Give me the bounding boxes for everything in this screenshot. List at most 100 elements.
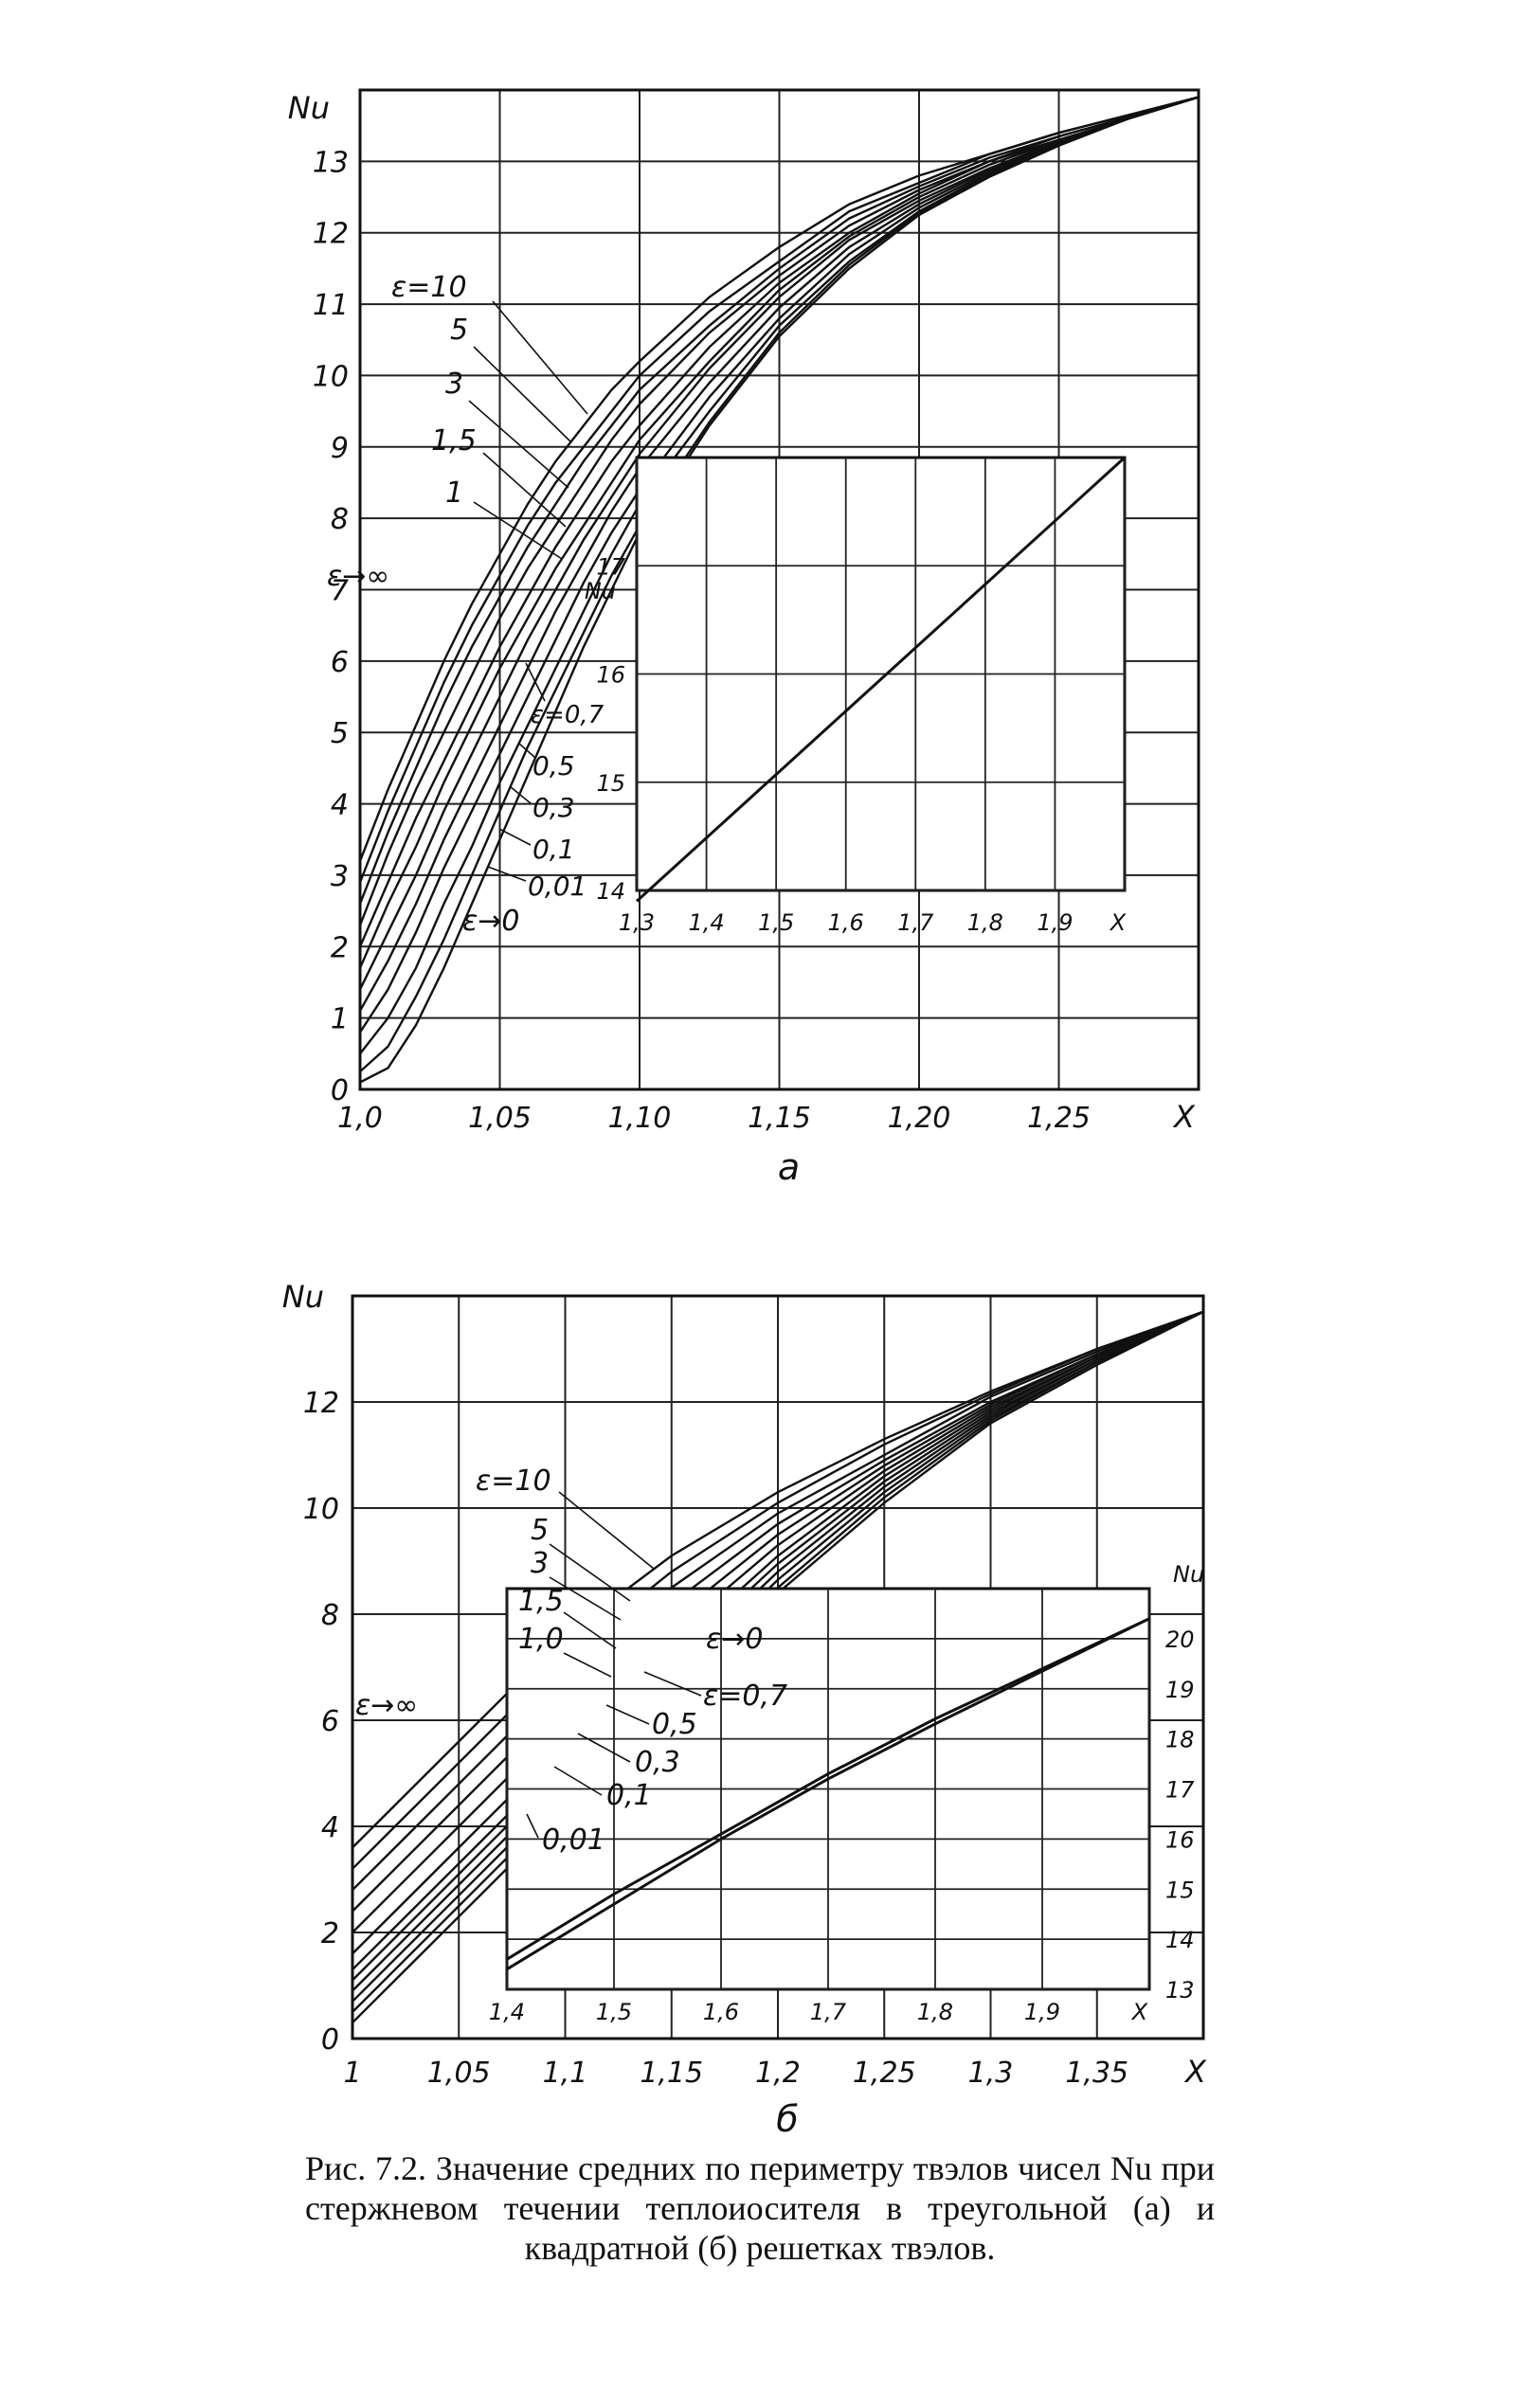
inset-y-tick-label: 15 bbox=[1165, 1877, 1195, 1903]
leader-line bbox=[509, 785, 532, 804]
chart-a: 1,0 1,05 1,10 1,15 1,20 1,2501234567891011121… bbox=[288, 88, 1200, 1188]
leader-line bbox=[518, 743, 536, 759]
y-tick-label: 2 bbox=[331, 931, 349, 964]
series-label: 0,5 bbox=[532, 750, 575, 782]
series-label: 0,01 bbox=[528, 871, 587, 902]
series-label: ε→∞ bbox=[355, 1689, 418, 1722]
series-line bbox=[358, 96, 1200, 1033]
inset-y-tick-label: 19 bbox=[1165, 1677, 1195, 1703]
series-label: 0,5 bbox=[652, 1708, 697, 1741]
leader-line bbox=[498, 828, 532, 846]
series-label: 0,3 bbox=[635, 1746, 680, 1779]
y-tick-label: 6 bbox=[331, 646, 349, 679]
series-label: ε=10 bbox=[476, 1465, 551, 1498]
panel-label: б bbox=[776, 2098, 798, 2140]
leader-line bbox=[605, 1704, 650, 1725]
inset-x-tick-label: 1,5 bbox=[758, 909, 794, 936]
inset-y-axis-label: Nu bbox=[585, 578, 616, 604]
plot-frame bbox=[351, 1294, 1205, 2040]
series-label: ε→∞ bbox=[327, 560, 389, 593]
inset-x-tick-label: 1,5 bbox=[596, 1999, 632, 2025]
y-tick-label: 2 bbox=[321, 1917, 339, 1950]
series-label: 0,1 bbox=[532, 834, 575, 865]
series-line bbox=[352, 1310, 1204, 1870]
y-tick-label: 7 bbox=[331, 575, 349, 608]
leader-line bbox=[558, 1491, 655, 1570]
inset-x-axis-label: X bbox=[1130, 1999, 1148, 2025]
leader-line bbox=[553, 1766, 603, 1796]
leader-line bbox=[492, 300, 588, 415]
inset-y-tick-label: 16 bbox=[1165, 1826, 1195, 1853]
leader-line bbox=[487, 866, 527, 882]
x-tick-label: 1,2 bbox=[755, 2057, 801, 2090]
series-line bbox=[358, 96, 1200, 947]
inset-x-tick-label: 1,8 bbox=[967, 909, 1003, 936]
x-tick-label: 1,15 bbox=[640, 2057, 703, 2090]
plot-frame bbox=[358, 88, 1200, 1091]
x-tick-label: 1,05 bbox=[427, 2057, 491, 2090]
inset-x-tick-label: 1,9 bbox=[1037, 909, 1073, 936]
series-label: 3 bbox=[531, 1547, 549, 1580]
series-line bbox=[359, 96, 1200, 1073]
inset-x-tick-label: 1,6 bbox=[828, 909, 864, 936]
series-label: ε=0,7 bbox=[703, 1680, 787, 1713]
inset-y-tick-label: 13 bbox=[1165, 1977, 1195, 2004]
y-tick-label: 12 bbox=[313, 218, 349, 251]
leader-line bbox=[473, 501, 563, 560]
y-tick-label: 12 bbox=[303, 1387, 339, 1420]
y-tick-label: 4 bbox=[331, 789, 349, 822]
y-tick-label: 0 bbox=[321, 2023, 339, 2057]
inset-x-axis-label: X bbox=[1109, 909, 1127, 936]
series-label: ε=0,7 bbox=[531, 701, 605, 729]
inset-chart: 1,4 1,5 1,6 1,7 1,8 1,9 13 14 15 16 17 18 19 20 Nu X bbox=[489, 1561, 1204, 2025]
series-label: 0,1 bbox=[606, 1779, 652, 1812]
series-label: 3 bbox=[445, 368, 463, 401]
series-label: ε=10 bbox=[391, 271, 467, 304]
leader-line bbox=[563, 1652, 612, 1678]
inset-series-line bbox=[506, 1617, 1150, 1961]
y-tick-label: 10 bbox=[313, 360, 349, 393]
y-axis-label: Nu bbox=[288, 90, 330, 126]
x-axis-label: X bbox=[1172, 1099, 1196, 1135]
leader-line bbox=[482, 452, 567, 528]
inset-x-tick-label: 1,6 bbox=[703, 1999, 739, 2025]
leader-line bbox=[473, 346, 572, 443]
series-line bbox=[352, 1310, 1204, 1849]
series-line bbox=[358, 96, 1200, 1012]
inset-y-tick-label: 14 bbox=[1165, 1927, 1195, 1953]
y-tick-label: 8 bbox=[321, 1599, 339, 1632]
inset-y-tick-label: 14 bbox=[596, 878, 625, 905]
y-tick-label: 9 bbox=[331, 432, 349, 465]
inset-y-tick-label: 15 bbox=[596, 770, 625, 797]
inset-x-tick-label: 1,9 bbox=[1024, 1999, 1060, 2025]
series-label: 5 bbox=[450, 314, 468, 347]
inset-series-line bbox=[635, 456, 1127, 903]
inset-y-tick-label: 16 bbox=[596, 662, 625, 689]
x-tick-label: 1,10 bbox=[608, 1102, 672, 1135]
inset-x-tick-label: 1,7 bbox=[810, 1999, 847, 2025]
series-label: ε→0 bbox=[462, 905, 519, 938]
series-label: 0,3 bbox=[532, 792, 575, 823]
leader-line bbox=[525, 662, 546, 702]
series-label: 0,01 bbox=[542, 1824, 605, 1857]
series-line bbox=[358, 96, 1200, 883]
inset-series-line bbox=[506, 1617, 1150, 1971]
curves bbox=[358, 96, 1200, 1084]
series-line bbox=[358, 96, 1200, 991]
leader-line bbox=[468, 400, 569, 489]
y-tick-label: 13 bbox=[313, 146, 349, 179]
inset-y-axis-label: Nu bbox=[1173, 1561, 1204, 1588]
figure-caption: Рис. 7.2. Значение средних по периметру … bbox=[305, 2149, 1215, 2267]
x-tick-label: 1,25 bbox=[853, 2057, 916, 2090]
inset-y-tick-label: 17 bbox=[1165, 1777, 1195, 1804]
y-tick-label: 5 bbox=[331, 717, 349, 750]
inset-y-tick-label: 20 bbox=[1165, 1626, 1195, 1653]
series-label: 1 bbox=[445, 476, 463, 510]
x-axis-label: X bbox=[1183, 2054, 1207, 2090]
inset-y-tick-label: 18 bbox=[1165, 1727, 1195, 1753]
series-label: ε→0 bbox=[706, 1623, 763, 1656]
x-tick-label: 1,0 bbox=[337, 1102, 383, 1135]
